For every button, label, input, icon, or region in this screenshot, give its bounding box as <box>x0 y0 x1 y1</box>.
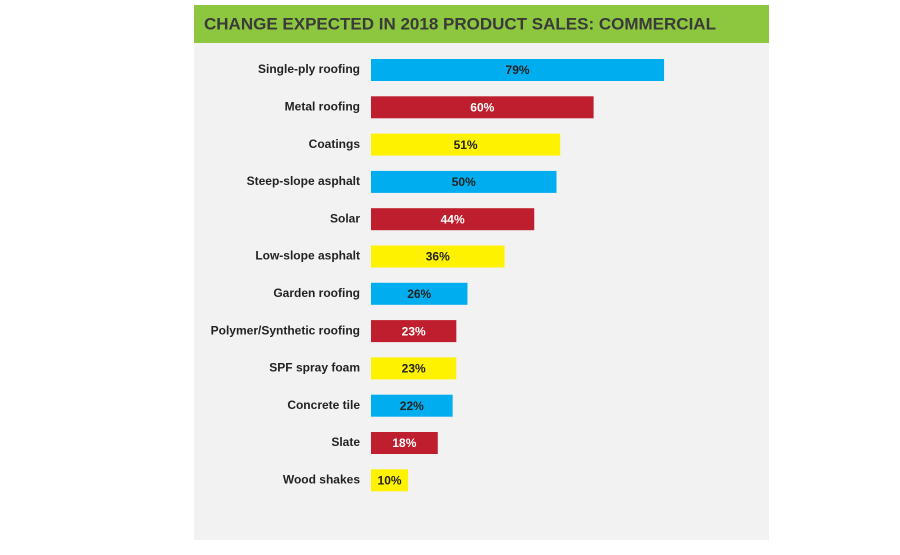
value-label: 79% <box>506 63 530 77</box>
bar <box>371 133 561 156</box>
value-label: 60% <box>470 100 494 114</box>
bar <box>371 208 535 231</box>
category-label: Coatings <box>309 137 361 151</box>
bar <box>371 170 557 193</box>
value-label: 23% <box>402 324 426 338</box>
chart-title: CHANGE EXPECTED IN 2018 PRODUCT SALES: C… <box>204 14 716 33</box>
category-label: Slate <box>331 435 360 449</box>
value-label: 26% <box>407 287 431 301</box>
bar <box>371 432 438 454</box>
category-label: Steep-slope asphalt <box>247 174 360 188</box>
bar <box>371 469 409 492</box>
value-label: 51% <box>454 138 478 152</box>
category-label: Metal roofing <box>285 99 360 113</box>
bar <box>371 357 457 380</box>
value-label: 44% <box>441 212 465 226</box>
category-label: Concrete tile <box>287 398 360 412</box>
bar <box>371 320 457 343</box>
category-label: Single-ply roofing <box>258 62 360 76</box>
value-label: 36% <box>426 250 450 264</box>
bar <box>371 394 453 417</box>
category-label: Polymer/Synthetic roofing <box>211 323 360 337</box>
value-label: 18% <box>392 436 416 450</box>
category-label: Low-slope asphalt <box>255 249 360 263</box>
value-label: 50% <box>452 175 476 189</box>
value-label: 22% <box>400 399 424 413</box>
category-label: Garden roofing <box>273 286 360 300</box>
category-label: Wood shakes <box>283 472 360 486</box>
value-label: 23% <box>402 362 426 376</box>
title-bar <box>194 5 769 43</box>
bar <box>371 96 594 119</box>
value-label: 10% <box>378 473 402 487</box>
bar <box>371 282 468 305</box>
category-label: Solar <box>330 211 360 225</box>
bar <box>371 59 665 81</box>
category-label: SPF spray foam <box>269 361 360 375</box>
bar <box>371 245 505 268</box>
panel <box>194 5 769 540</box>
